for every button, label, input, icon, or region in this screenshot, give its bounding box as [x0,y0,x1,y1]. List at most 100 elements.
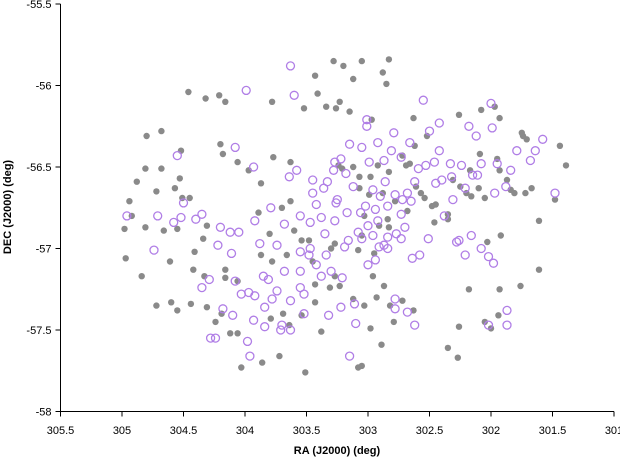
data-point-filled [287,158,294,166]
data-point-hollow [230,276,240,286]
data-point-filled [404,207,411,215]
data-point-hollow [467,170,478,180]
data-point-filled [481,194,488,202]
data-point-filled [257,251,265,259]
data-point-filled [219,150,227,158]
data-point-hollow [169,217,179,228]
data-point-hollow [299,289,309,299]
data-point-hollow [245,351,255,361]
data-point-filled [216,92,223,99]
data-point-filled [311,299,319,306]
points-layer [121,56,570,376]
data-point-hollow [339,242,350,252]
data-point-hollow [191,214,201,224]
data-point-filled [191,248,198,255]
data-point-filled [283,251,290,259]
data-point-hollow [337,273,347,283]
data-point-hollow [351,318,361,329]
data-point-filled [478,106,485,114]
data-point-hollow [390,294,400,304]
data-point-hollow [396,152,406,162]
data-point-hollow [456,160,467,171]
data-point-hollow [502,305,512,316]
data-point-filled [311,72,319,79]
data-point-hollow [363,260,373,270]
data-point-filled [562,162,570,169]
y-tick-label: -57 [36,244,52,256]
data-point-hollow [410,177,420,187]
data-point-hollow [357,142,367,153]
data-point-hollow [228,310,238,320]
data-point-hollow [248,162,259,172]
x-ticks: 305.5 305 304.5 304 303.5 303 302.5 302 301.5 301 [47,411,620,437]
data-point-hollow [454,235,464,246]
data-point-filled [466,167,474,174]
data-point-filled [340,62,347,70]
data-point-filled [138,273,145,280]
data-point-filled [133,178,140,185]
data-point-filled [350,163,357,171]
data-point-filled [291,227,298,234]
data-point-hollow [375,191,385,201]
data-point-filled [171,185,179,192]
data-point-filled [336,282,343,290]
data-point-hollow [176,212,186,223]
data-point-filled [142,224,149,231]
data-point-filled [227,330,234,337]
data-point-filled [257,180,265,187]
data-point-filled [491,103,498,110]
data-point-filled [314,90,321,97]
data-point-hollow [305,243,315,254]
data-point-hollow [336,302,346,312]
data-point-filled [378,341,385,348]
data-point-filled [374,162,381,169]
data-point-hollow [244,287,254,298]
data-point-filled [268,98,276,106]
data-point-hollow [506,165,516,175]
data-point-hollow [402,307,413,317]
data-point-filled [318,328,325,335]
data-point-hollow [396,234,406,244]
data-point-hollow [260,302,270,312]
data-point-hollow [308,188,318,198]
data-point-hollow [396,209,406,219]
data-point-hollow [502,320,512,330]
data-point-hollow [284,172,294,182]
data-point-hollow [250,216,260,226]
data-point-hollow [331,198,341,208]
data-point-hollow [305,217,315,228]
data-point-hollow [538,134,548,144]
data-point-hollow [466,230,476,241]
data-point-hollow [483,251,494,262]
data-point-hollow [390,304,400,314]
data-point-hollow [285,61,296,71]
data-point-filled [202,95,209,102]
data-point-filled [371,250,378,257]
data-point-filled [484,238,491,246]
data-point-hollow [355,207,366,218]
data-point-filled [384,216,391,223]
data-point-hollow [530,146,540,156]
data-point-filled [495,312,502,319]
data-point-filled [276,352,283,360]
data-point-filled [302,369,309,376]
data-point-filled [402,162,410,169]
data-point-filled [153,188,160,195]
data-point-hollow [322,177,333,187]
data-point-filled [327,245,335,252]
data-point-hollow [311,199,321,210]
y-tick-label: -56.5 [26,162,51,174]
data-point-filled [475,185,482,192]
data-point-filled [346,108,353,115]
data-point-hollow [330,216,340,226]
data-point-filled [122,255,129,262]
data-point-hollow [423,234,433,244]
data-point-hollow [344,139,355,149]
data-point-filled [298,237,305,244]
data-point-hollow [323,310,334,320]
data-point-hollow [424,126,435,136]
data-point-hollow [149,245,159,255]
data-point-filled [356,173,363,180]
series-hollow [122,61,560,361]
data-point-filled [410,114,417,122]
